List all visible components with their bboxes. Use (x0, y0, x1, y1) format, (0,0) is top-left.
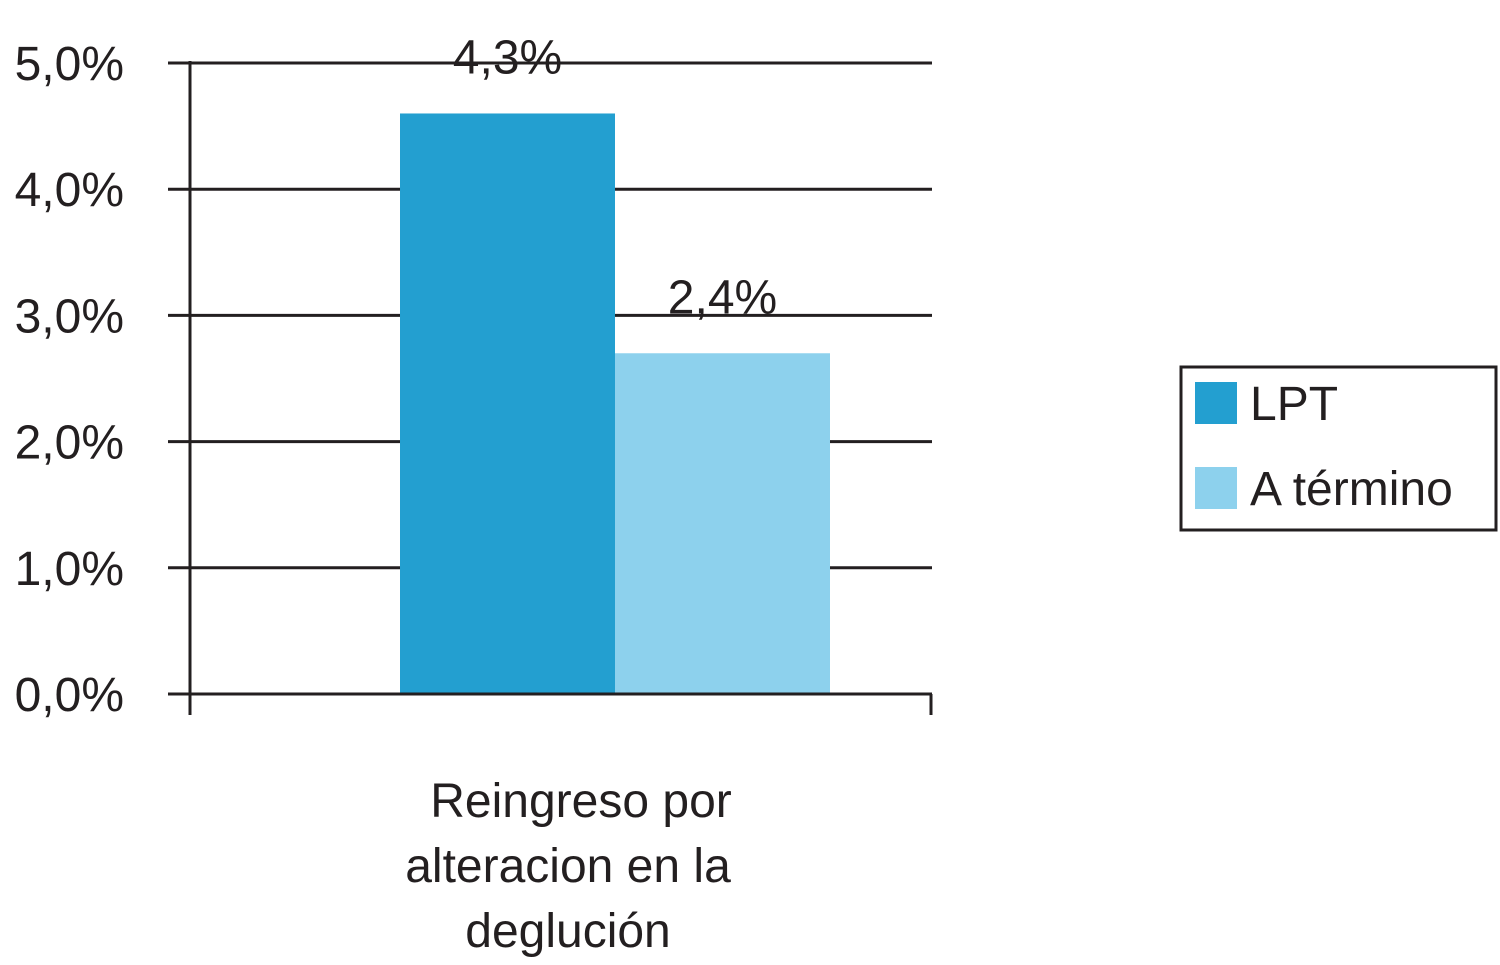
legend-swatch (1195, 467, 1237, 509)
data-label: 2,4% (668, 271, 777, 324)
y-tick-label: 1,0% (15, 543, 124, 596)
y-tick-label: 4,0% (15, 164, 124, 217)
category-label: Reingreso por alteracion en la deglución (405, 775, 732, 958)
x-category-label: deglución (465, 905, 671, 958)
bar-lpt (400, 113, 615, 695)
axes (168, 61, 933, 715)
bar-a-termino (615, 353, 830, 694)
y-tick-label: 0,0% (15, 669, 124, 722)
legend-swatch (1195, 382, 1237, 424)
legend: LPT A término (1179, 365, 1498, 532)
legend-label: LPT (1250, 378, 1338, 431)
y-tick-label: 3,0% (15, 290, 124, 343)
y-tick-label: 2,0% (15, 417, 124, 470)
data-labels: 4,3% 2,4% (453, 31, 777, 324)
legend-label: A término (1250, 463, 1453, 516)
y-tick-label: 5,0% (15, 38, 124, 91)
x-category-label: Reingreso por (430, 775, 732, 828)
bars (400, 113, 830, 695)
y-tick-labels: 0,0% 1,0% 2,0% 3,0% 4,0% 5,0% (15, 38, 124, 722)
data-label: 4,3% (453, 31, 562, 84)
x-category-label: alteracion en la (405, 840, 731, 893)
